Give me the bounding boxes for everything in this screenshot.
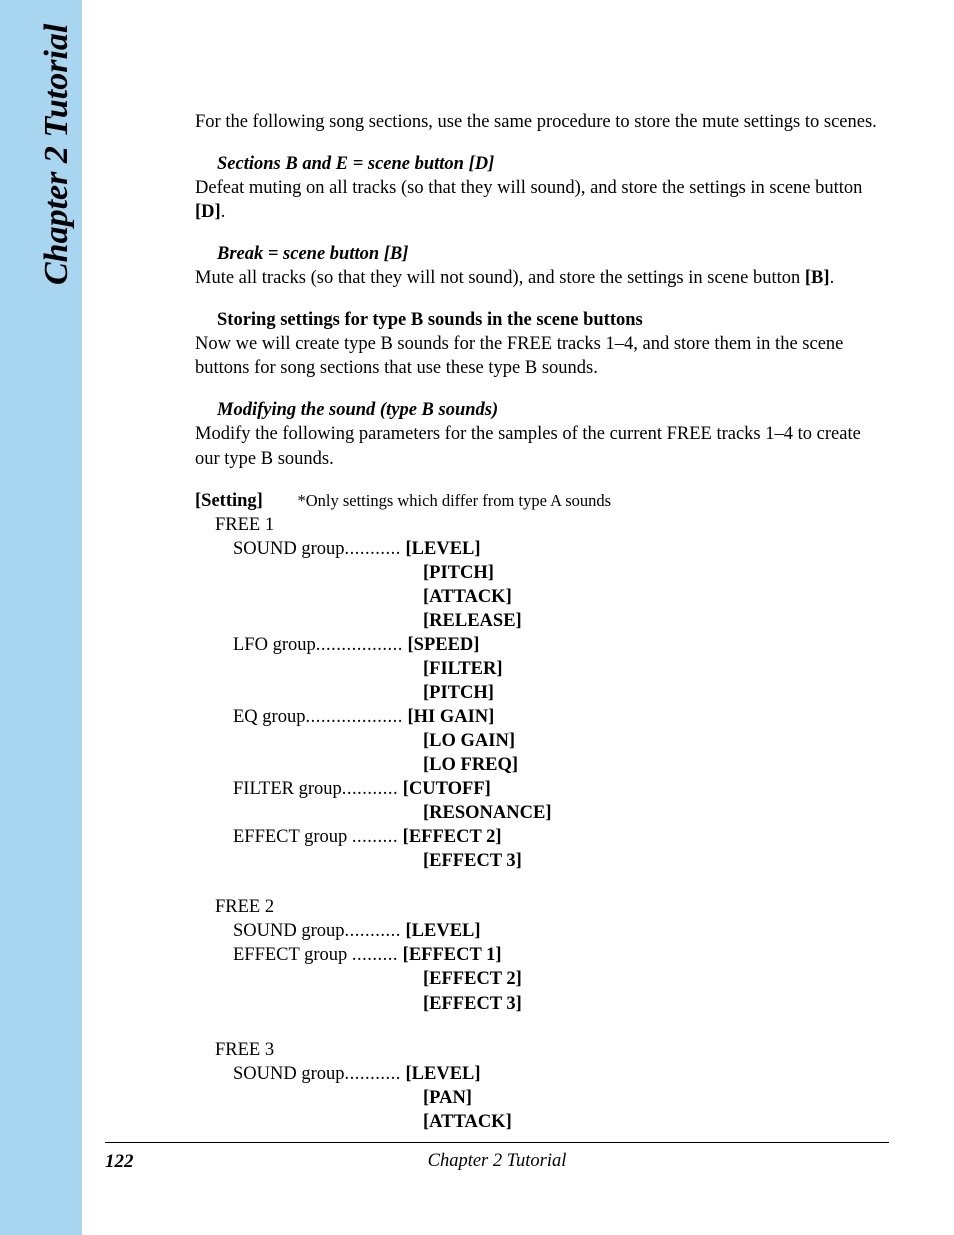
intro-para: For the following song sections, use the…	[195, 110, 885, 134]
free2-effect-p2: [EFFECT 2]	[423, 967, 885, 991]
page-footer: 122 Chapter 2 Tutorial	[105, 1142, 889, 1173]
section-be: Sections B and E = scene button [D] Defe…	[195, 152, 885, 224]
section-be-heading: Sections B and E = scene button [D]	[217, 152, 885, 176]
free1-block: FREE 1 SOUND group........... [LEVEL] [P…	[213, 513, 885, 874]
free1-filter: FILTER group........... [CUTOFF]	[233, 777, 885, 801]
setting-label: [Setting]	[195, 491, 263, 511]
free2-effect: EFFECT group ......... [EFFECT 1]	[233, 943, 885, 967]
side-tab: Chapter 2 Tutorial	[0, 0, 82, 1235]
free1-lfo-p3: [PITCH]	[423, 681, 885, 705]
section-break: Break = scene button [B] Mute all tracks…	[195, 242, 885, 290]
free1-lfo: LFO group................. [SPEED]	[233, 633, 885, 657]
free3-sound-p3: [ATTACK]	[423, 1110, 885, 1134]
free1-eq-p2: [LO GAIN]	[423, 729, 885, 753]
free2-title: FREE 2	[215, 895, 885, 919]
break-body-a: Mute all tracks (so that they will not s…	[195, 268, 805, 288]
storing-heading: Storing settings for type B sounds in th…	[217, 308, 885, 332]
free2-block: FREE 2 SOUND group........... [LEVEL] EF…	[213, 895, 885, 1015]
free1-lfo-p2: [FILTER]	[423, 657, 885, 681]
free2-effect-p3: [EFFECT 3]	[423, 992, 885, 1016]
section-be-body-c: .	[221, 202, 226, 222]
free1-sound-p2: [PITCH]	[423, 561, 885, 585]
setting-note: *Only settings which differ from type A …	[297, 491, 611, 510]
free3-sound-p2: [PAN]	[423, 1086, 885, 1110]
modifying-body: Modify the following parameters for the …	[195, 422, 885, 470]
break-body-b: [B]	[805, 268, 830, 288]
page-content: For the following song sections, use the…	[195, 110, 885, 1134]
free1-sound-p3: [ATTACK]	[423, 585, 885, 609]
modifying-heading: Modifying the sound (type B sounds)	[217, 398, 885, 422]
section-be-body-b: [D]	[195, 202, 221, 222]
section-modifying: Modifying the sound (type B sounds) Modi…	[195, 398, 885, 470]
side-label: Chapter 2 Tutorial	[38, 24, 76, 285]
free2-sound: SOUND group........... [LEVEL]	[233, 919, 885, 943]
free1-effect: EFFECT group ......... [EFFECT 2]	[233, 825, 885, 849]
footer-title: Chapter 2 Tutorial	[105, 1151, 889, 1172]
free3-title: FREE 3	[215, 1038, 885, 1062]
settings-block: [Setting] *Only settings which differ fr…	[213, 489, 885, 1134]
section-storing: Storing settings for type B sounds in th…	[195, 308, 885, 380]
break-body-c: .	[830, 268, 835, 288]
free1-effect-p2: [EFFECT 3]	[423, 849, 885, 873]
free3-sound: SOUND group........... [LEVEL]	[233, 1062, 885, 1086]
setting-line: [Setting] *Only settings which differ fr…	[213, 489, 885, 513]
free1-filter-p2: [RESONANCE]	[423, 801, 885, 825]
free1-eq-p3: [LO FREQ]	[423, 753, 885, 777]
free3-block: FREE 3 SOUND group........... [LEVEL] [P…	[213, 1038, 885, 1134]
free1-sound: SOUND group........... [LEVEL]	[233, 537, 885, 561]
break-heading: Break = scene button [B]	[217, 242, 885, 266]
storing-body: Now we will create type B sounds for the…	[195, 332, 885, 380]
free1-sound-p4: [RELEASE]	[423, 609, 885, 633]
free1-eq: EQ group................... [HI GAIN]	[233, 705, 885, 729]
free1-title: FREE 1	[215, 513, 885, 537]
section-be-body-a: Defeat muting on all tracks (so that the…	[195, 178, 862, 198]
